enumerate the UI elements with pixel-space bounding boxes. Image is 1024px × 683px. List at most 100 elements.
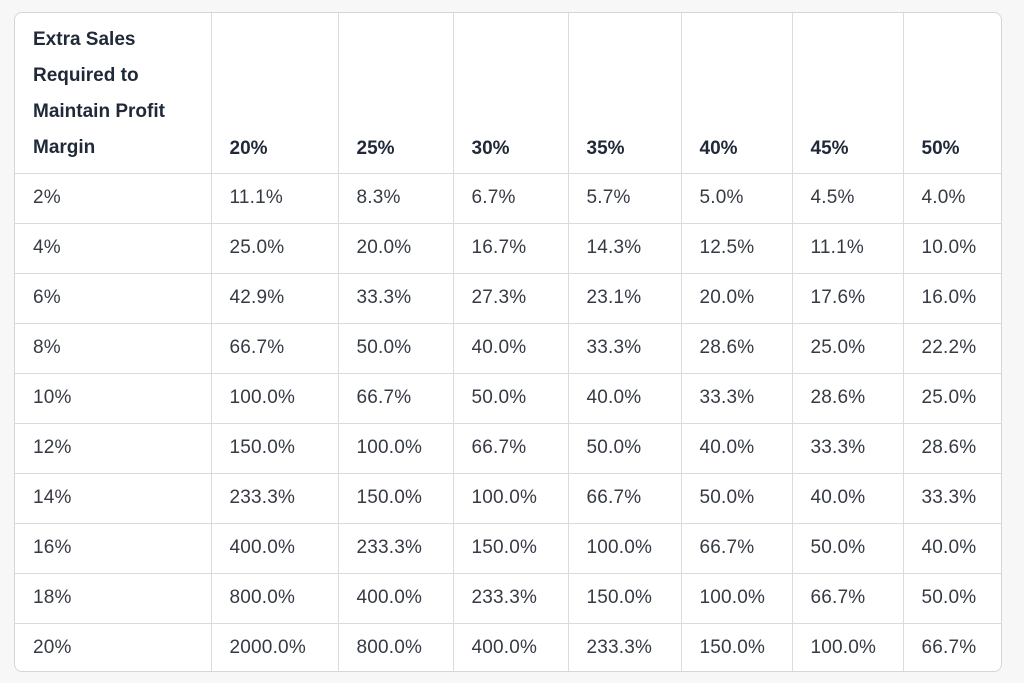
table-cell: 400.0%	[453, 623, 569, 671]
table-cell: 33.3%	[338, 273, 454, 324]
row-label: 2%	[15, 173, 212, 224]
row-label: 20%	[15, 623, 212, 671]
table-cell: 12.5%	[681, 223, 793, 274]
table-cell: 33.3%	[681, 373, 793, 424]
table-cell: 20.0%	[681, 273, 793, 324]
table-cell: 40.0%	[681, 423, 793, 474]
row-label: 6%	[15, 273, 212, 324]
row-label: 4%	[15, 223, 212, 274]
table-cell: 28.6%	[681, 323, 793, 374]
table-cell: 42.9%	[211, 273, 339, 324]
table-cell: 16.7%	[453, 223, 569, 274]
table-cell: 17.6%	[792, 273, 904, 324]
table-cell: 6.7%	[453, 173, 569, 224]
table-cell: 150.0%	[681, 623, 793, 671]
table-cell: 400.0%	[338, 573, 454, 624]
row-label: 16%	[15, 523, 212, 574]
table-cell: 100.0%	[211, 373, 339, 424]
row-label: 14%	[15, 473, 212, 524]
table-cell: 20.0%	[338, 223, 454, 274]
table-cell: 66.7%	[792, 573, 904, 624]
table-cell: 66.7%	[681, 523, 793, 574]
row-label: 10%	[15, 373, 212, 424]
table-row: 14% 233.3% 150.0% 100.0% 66.7% 50.0% 40.0% 33.3…	[15, 473, 1001, 524]
table-cell: 100.0%	[681, 573, 793, 624]
table-cell: 33.3%	[792, 423, 904, 474]
table-cell: 150.0%	[211, 423, 339, 474]
table-cell: 233.3%	[568, 623, 682, 671]
table-cell: 50.0%	[338, 323, 454, 374]
table-cell: 66.7%	[211, 323, 339, 374]
column-header: 50%	[903, 13, 1001, 174]
table-cell: 150.0%	[453, 523, 569, 574]
table-cell: 10.0%	[903, 223, 1001, 274]
table-cell: 40.0%	[568, 373, 682, 424]
table-cell: 16.0%	[903, 273, 1001, 324]
table-cell: 8.3%	[338, 173, 454, 224]
table-row: 8% 66.7% 50.0% 40.0% 33.3% 28.6% 25.0% 22.2%	[15, 323, 1001, 374]
column-header: 25%	[338, 13, 454, 174]
table-cell: 11.1%	[792, 223, 904, 274]
table-cell: 66.7%	[568, 473, 682, 524]
table-cell: 23.1%	[568, 273, 682, 324]
table-cell: 40.0%	[453, 323, 569, 374]
table-cell: 233.3%	[211, 473, 339, 524]
table-row: 16% 400.0% 233.3% 150.0% 100.0% 66.7% 50.0% 40.…	[15, 523, 1001, 574]
table-cell: 25.0%	[792, 323, 904, 374]
margin-table-container: Extra Sales Required to Maintain Profit …	[14, 12, 1002, 672]
table-cell: 800.0%	[211, 573, 339, 624]
table-row: 20% 2000.0% 800.0% 400.0% 233.3% 150.0% 100.0%…	[15, 623, 1001, 671]
table-cell: 400.0%	[211, 523, 339, 574]
table-cell: 4.0%	[903, 173, 1001, 224]
table-cell: 100.0%	[338, 423, 454, 474]
table-cell: 66.7%	[921, 637, 977, 659]
table-cell: 50.0%	[681, 473, 793, 524]
extra-sales-table: Extra Sales Required to Maintain Profit …	[15, 13, 1001, 671]
table-cell: 5.0%	[681, 173, 793, 224]
column-header: 45%	[792, 13, 904, 174]
table-cell: 100.0%	[453, 473, 569, 524]
table-cell: 28.6%	[903, 423, 1001, 474]
table-cell: 33.3%	[568, 323, 682, 374]
column-header: 35%	[568, 13, 682, 174]
table-cell: 66.7%	[453, 423, 569, 474]
table-cell: 50.0%	[453, 373, 569, 424]
table-cell: 50.0%	[568, 423, 682, 474]
table-row: 2% 11.1% 8.3% 6.7% 5.7% 5.0% 4.5% 4.0%	[15, 173, 1001, 224]
column-header: 30%	[453, 13, 569, 174]
table-cell: 66.7%	[338, 373, 454, 424]
row-label: 8%	[15, 323, 212, 374]
table-cell: 33.3%	[903, 473, 1001, 524]
table-cell: 2000.0%	[211, 623, 339, 671]
table-row: 4% 25.0% 20.0% 16.7% 14.3% 12.5% 11.1% 10.0%	[15, 223, 1001, 274]
table-cell: 50.0%	[903, 573, 1001, 624]
column-header: 40%	[681, 13, 793, 174]
table-body: 2% 11.1% 8.3% 6.7% 5.7% 5.0% 4.5% 4.0% 4% 25.0% 20…	[15, 173, 1001, 671]
table-row: 18% 800.0% 400.0% 233.3% 150.0% 100.0% 66.7% 50…	[15, 573, 1001, 624]
table-row: 10% 100.0% 66.7% 50.0% 40.0% 33.3% 28.6% 25.0%	[15, 373, 1001, 424]
table-cell: 800.0%	[338, 623, 454, 671]
table-cell: 27.3%	[453, 273, 569, 324]
table-header-row: Extra Sales Required to Maintain Profit …	[15, 13, 1001, 174]
table-row: 6% 42.9% 33.3% 27.3% 23.1% 20.0% 17.6% 16.0%	[15, 273, 1001, 324]
table-cell: 40.0%	[903, 523, 1001, 574]
table-cell: 11.1%	[211, 173, 339, 224]
table-cell: 4.5%	[792, 173, 904, 224]
table-cell: 150.0%	[338, 473, 454, 524]
table-cell: 25.0%	[211, 223, 339, 274]
table-cell: 100.0%	[568, 523, 682, 574]
table-cell: 22.2%	[903, 323, 1001, 374]
table-cell: 5.7%	[568, 173, 682, 224]
row-label: 12%	[15, 423, 212, 474]
table-cell: 50.0%	[792, 523, 904, 574]
table-cell: 100.0%	[792, 623, 904, 671]
table-row: 12% 150.0% 100.0% 66.7% 50.0% 40.0% 33.3% 28.6%	[15, 423, 1001, 474]
table-cell: 150.0%	[568, 573, 682, 624]
table-cell: 28.6%	[792, 373, 904, 424]
table-cell: 14.3%	[568, 223, 682, 274]
corner-header: Extra Sales Required to Maintain Profit …	[15, 13, 212, 174]
table-cell: 40.0%	[792, 473, 904, 524]
table-cell: 233.3%	[338, 523, 454, 574]
table-cell: 233.3%	[453, 573, 569, 624]
row-label: 18%	[15, 573, 212, 624]
